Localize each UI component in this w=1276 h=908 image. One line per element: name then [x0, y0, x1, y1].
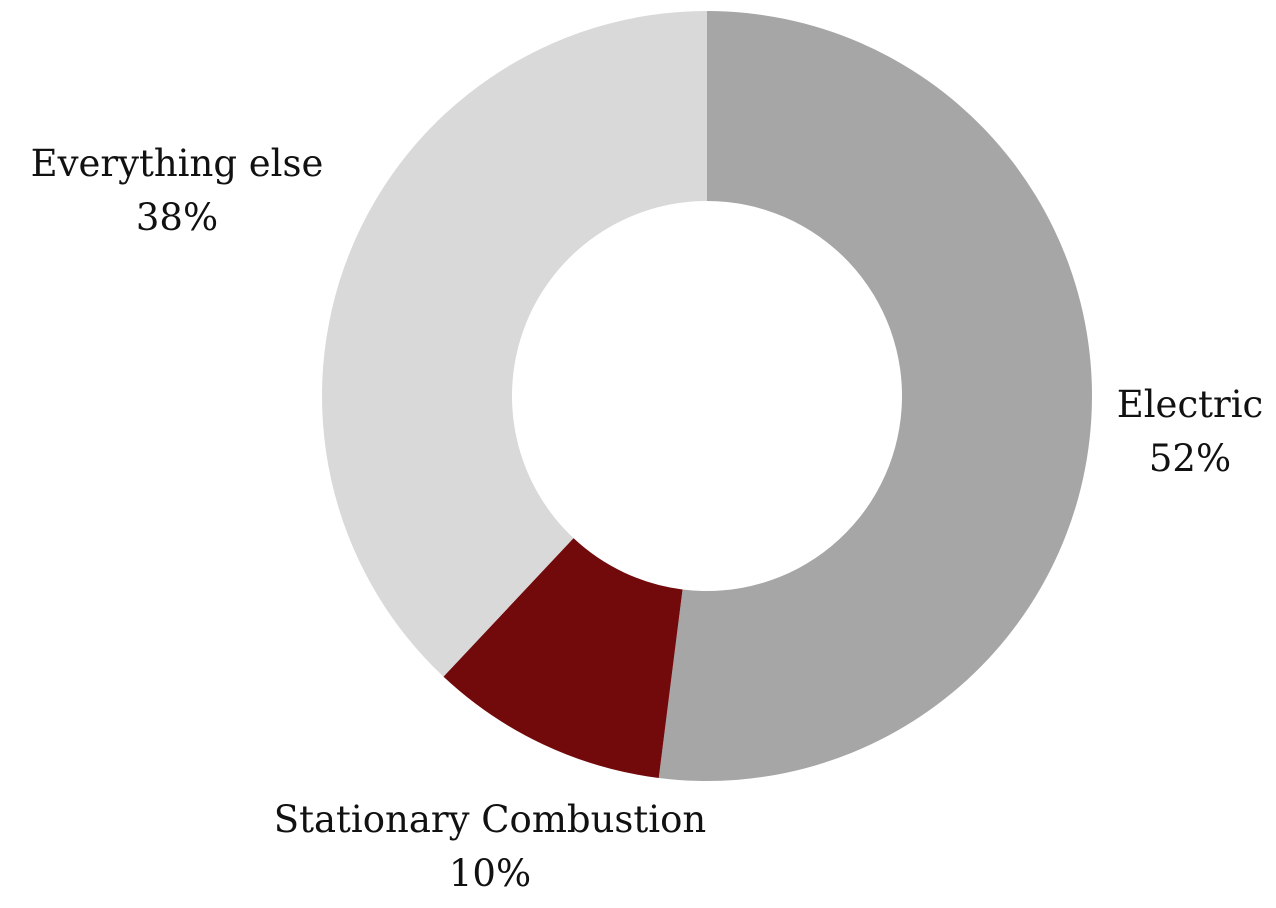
slice-stationary-combustion — [443, 538, 683, 778]
slice-value-stationary-combustion: 10% — [449, 852, 531, 895]
slice-electric — [658, 11, 1092, 781]
slice-value-everything-else: 38% — [136, 196, 218, 239]
slices-layer — [322, 11, 1092, 781]
slice-label-everything-else: Everything else — [31, 142, 324, 185]
slice-value-electric: 52% — [1149, 437, 1231, 480]
slice-label-electric: Electric — [1117, 383, 1264, 426]
labels-layer: Electric 52% Stationary Combustion 10% Every… — [31, 142, 1264, 895]
slice-label-stationary-combustion: Stationary Combustion — [274, 798, 706, 841]
slice-everything-else — [322, 11, 707, 677]
